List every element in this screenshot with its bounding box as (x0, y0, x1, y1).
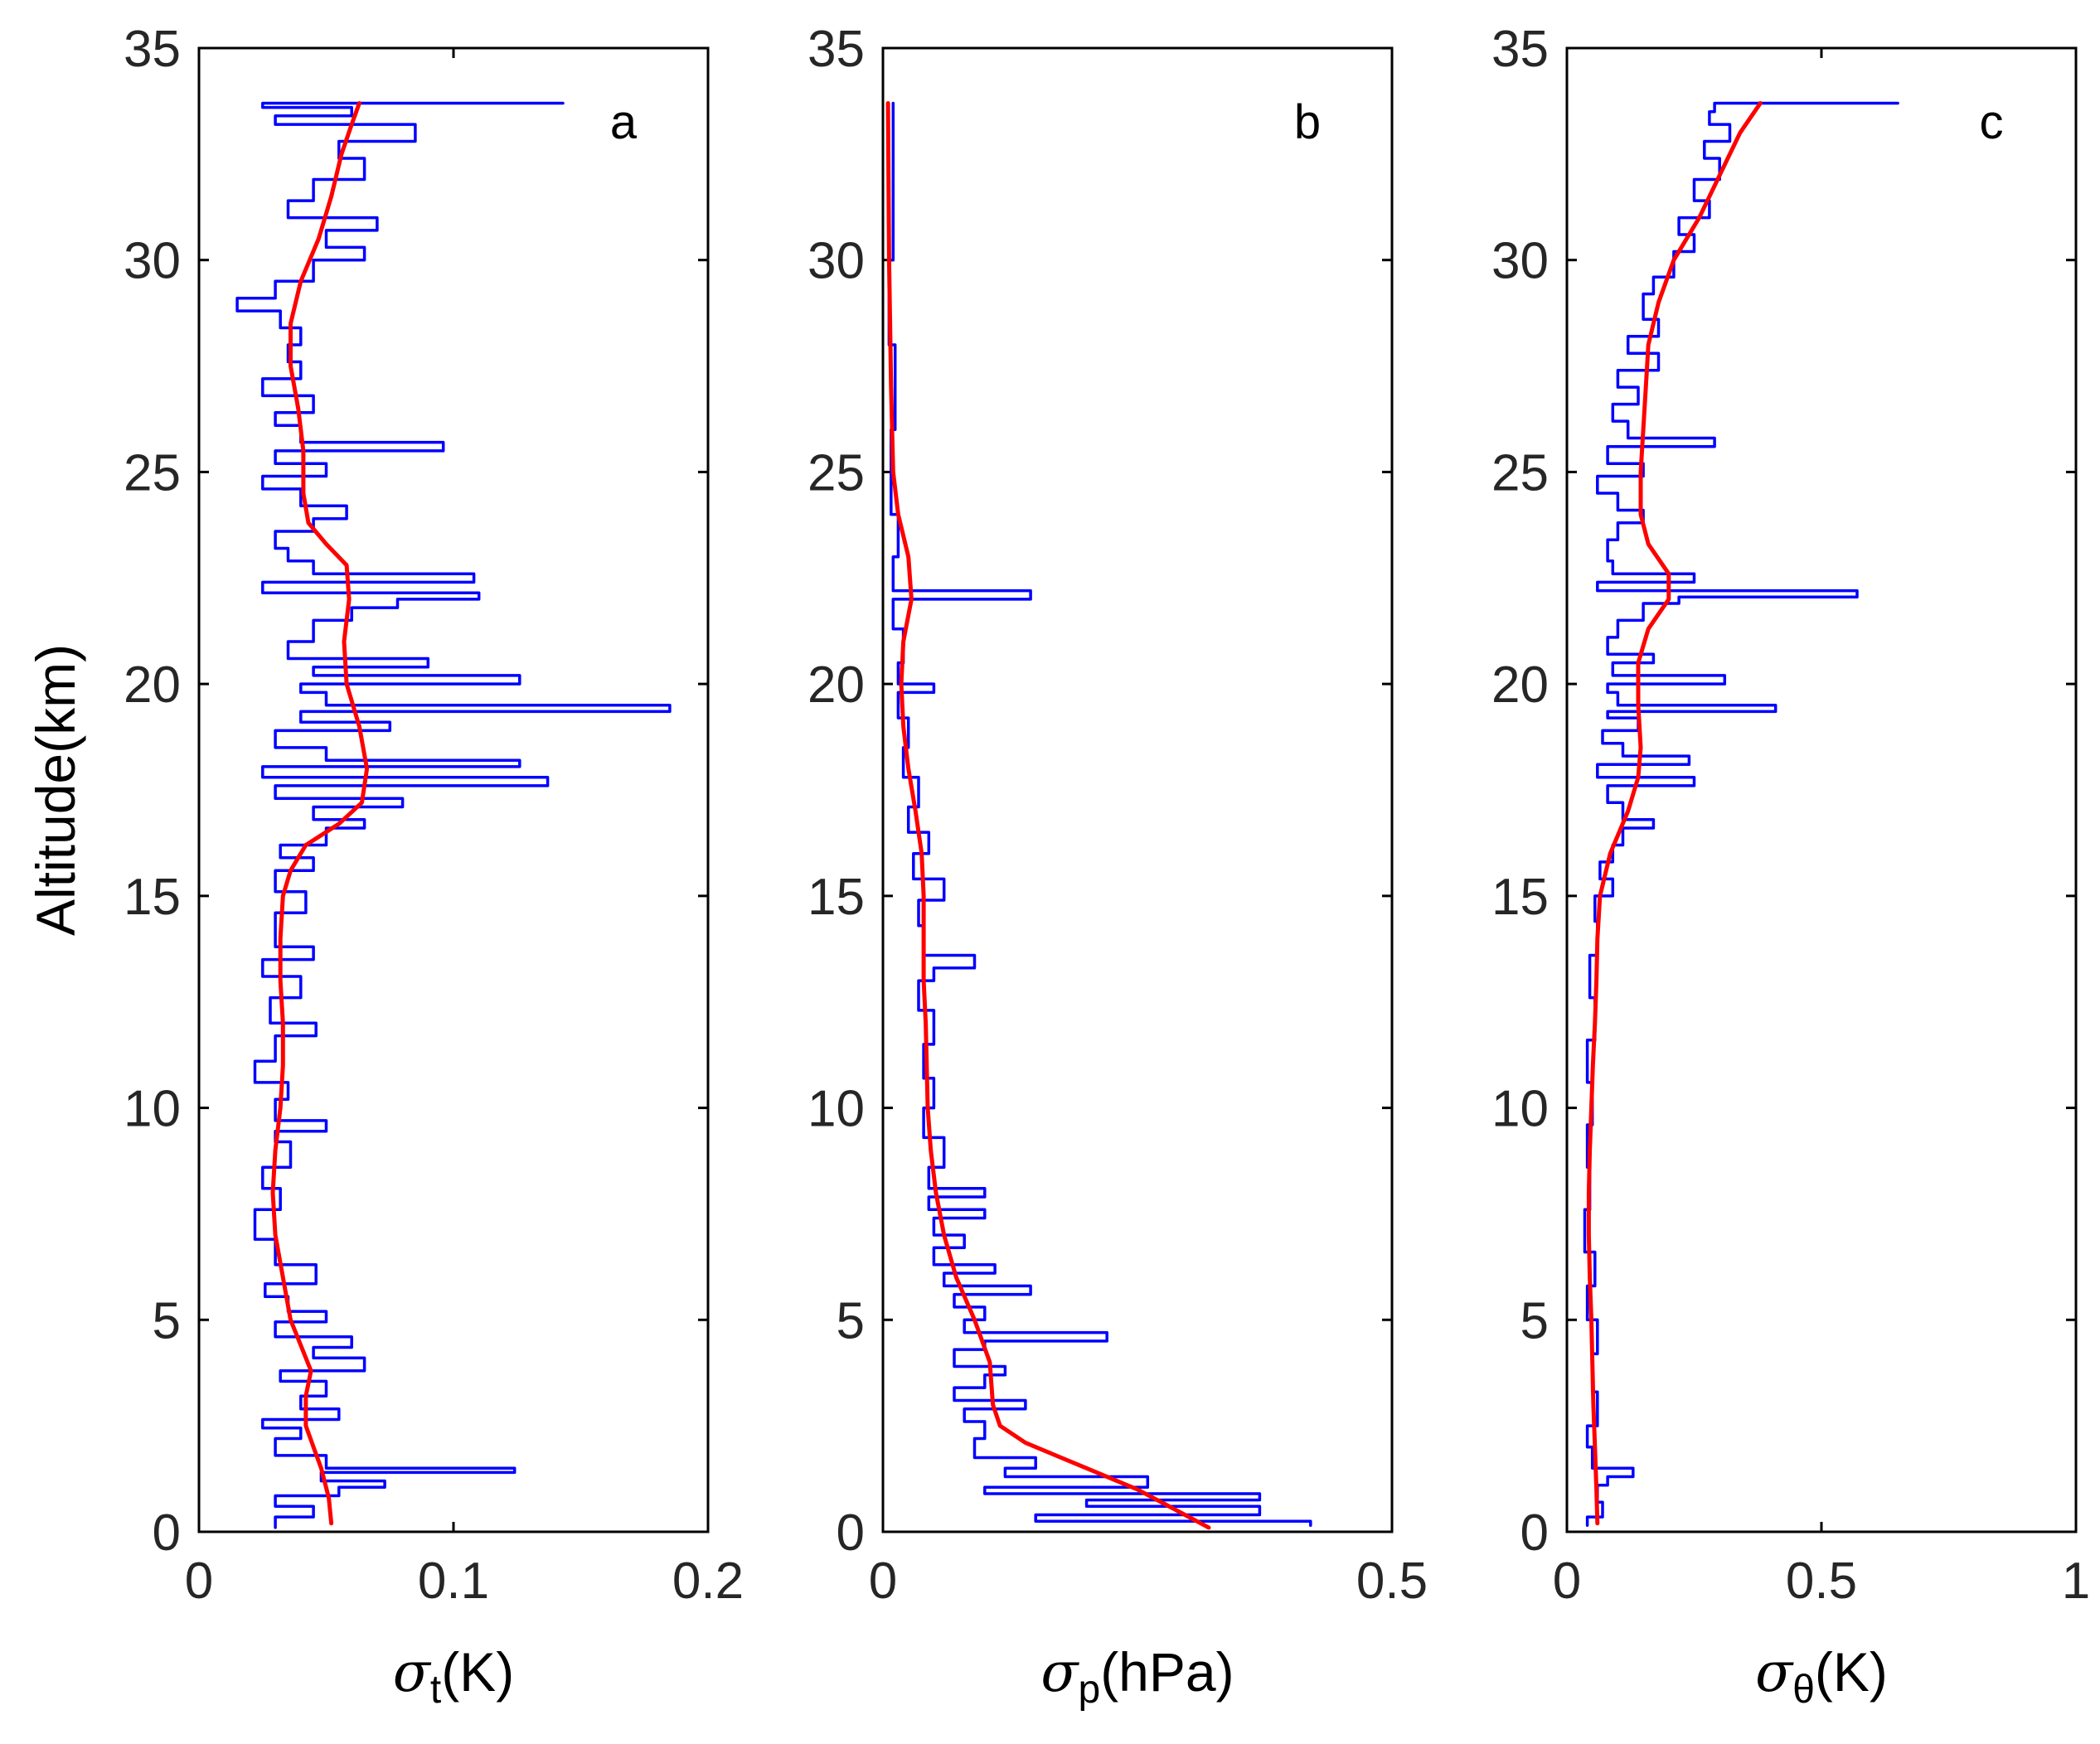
panel-c-frame (1567, 48, 2076, 1532)
panel-c-xlabel-unit: (K) (1815, 1641, 1888, 1703)
panel-b-ytick-label: 15 (808, 869, 865, 926)
panel-a-xlabel-unit: (K) (441, 1641, 514, 1703)
panel-a-xtick-label: 0.1 (418, 1553, 489, 1610)
panel-c-xtick-label: 0 (1553, 1553, 1581, 1610)
panel-c-ytick-label: 30 (1491, 233, 1549, 290)
panel-c-xlabel-symbol: σ (1755, 1640, 1794, 1704)
panel-b-ytick-label: 10 (808, 1081, 865, 1138)
panel-b-xlabel-sub: p (1078, 1668, 1100, 1712)
y-axis-label: Altitude(km) (25, 644, 86, 936)
panel-c-ytick-label: 20 (1491, 656, 1549, 714)
panel-a-ytick-label: 20 (124, 656, 181, 714)
panel-c-ytick-label: 10 (1491, 1081, 1549, 1138)
panel-b-ytick-label: 20 (808, 656, 865, 714)
panel-b-xlabel-unit: (hPa) (1100, 1641, 1234, 1703)
figure: 05101520253035 0 0.1 0.2 a σt(K) 051015202… (0, 0, 2100, 1744)
panel-a-ytick-label: 5 (153, 1292, 181, 1349)
panel-b-frame (883, 48, 1392, 1532)
panel-a-ytick-labels: 0 5 10 15 20 25 30 35 (124, 21, 181, 1562)
panel-a-ytick-label: 25 (124, 444, 181, 501)
panel-c-ytick-labels: 0 5 10 15 20 25 30 35 (1491, 21, 1549, 1562)
panel-b-xlabel: σp(hPa) (1040, 1640, 1234, 1712)
panel-a-ytick-label: 35 (124, 21, 181, 78)
panel-c-xtick-labels: 0 0.5 1 (1553, 1553, 2090, 1610)
panel-c-letter: c (1980, 95, 2004, 149)
panel-a-ytick-label: 30 (124, 233, 181, 290)
panel-c-xtick-label: 1 (2062, 1553, 2090, 1610)
panel-a: 0 5 10 15 20 25 30 35 0 0.1 0.2 a σt(K) (124, 21, 744, 1712)
panel-c-ytick-label: 25 (1491, 444, 1549, 501)
panel-a-ytick-label: 15 (124, 869, 181, 926)
panel-b-xtick-labels: 0 0.5 (869, 1553, 1428, 1610)
panel-c-ytick-label: 35 (1491, 21, 1549, 78)
panel-a-xlabel: σt(K) (393, 1640, 514, 1712)
panel-c-ytick-label: 0 (1520, 1504, 1549, 1562)
panel-c-ytick-label: 15 (1491, 869, 1549, 926)
panel-c-ytick-label: 5 (1520, 1292, 1549, 1349)
panel-b-ytick-label: 35 (808, 21, 865, 78)
panel-b-ytick-label: 5 (837, 1292, 865, 1349)
panel-a-xlabel-symbol: σ (393, 1640, 432, 1704)
panel-c-xlabel-sub: θ (1792, 1668, 1815, 1712)
panel-b-ytick-label: 0 (837, 1504, 865, 1562)
panel-c-xlabel: σθ(K) (1755, 1640, 1888, 1712)
panel-c-xtick-label: 0.5 (1786, 1553, 1857, 1610)
panel-b-xlabel-symbol: σ (1040, 1640, 1079, 1704)
panel-b-xtick-label: 0.5 (1356, 1553, 1428, 1610)
panel-a-xlabel-sub: t (430, 1668, 441, 1712)
panel-a-ytick-label: 10 (124, 1081, 181, 1138)
panel-b-ytick-label: 30 (808, 233, 865, 290)
panel-a-xtick-label: 0 (185, 1553, 213, 1610)
panel-a-xtick-label: 0.2 (672, 1553, 744, 1610)
panel-b-xtick-label: 0 (869, 1553, 897, 1610)
panel-a-letter: a (610, 95, 638, 149)
panel-b-ytick-label: 25 (808, 444, 865, 501)
panel-b-letter: b (1294, 95, 1321, 149)
panel-b-ytick-labels: 0 5 10 15 20 25 30 35 (808, 21, 865, 1562)
panel-a-ytick-label: 0 (153, 1504, 181, 1562)
panel-a-xtick-labels: 0 0.1 0.2 (185, 1553, 744, 1610)
